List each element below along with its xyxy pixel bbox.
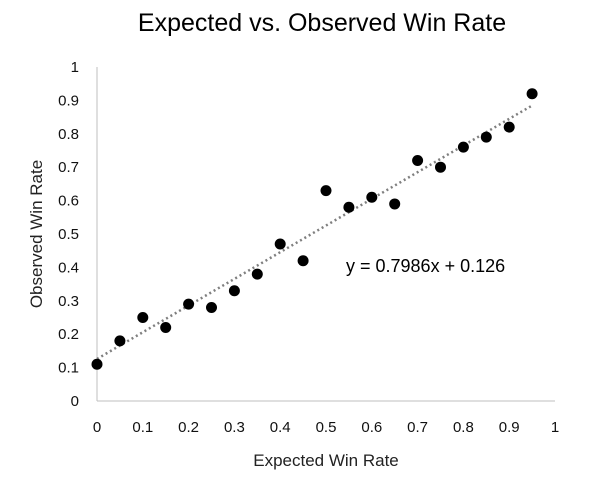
trendline (96, 104, 533, 360)
data-point (251, 268, 263, 280)
data-point (457, 141, 469, 153)
data-point (343, 201, 355, 213)
x-tick-label: 0.2 (178, 419, 199, 436)
data-point (274, 238, 286, 250)
data-points (91, 88, 538, 370)
y-axis-label: Observed Win Rate (27, 160, 46, 308)
data-point (228, 285, 240, 297)
x-tick-label: 0.6 (361, 419, 382, 436)
y-tick-label: 0.4 (58, 259, 79, 276)
data-point (114, 335, 126, 347)
y-tick-label: 0.3 (58, 293, 79, 310)
data-point (206, 301, 217, 313)
data-point (297, 255, 309, 267)
x-tick-label: 0.9 (499, 419, 520, 436)
x-tick-labels: 0 0.1 0.2 0.3 0.4 0.5 0.6 0.7 0.8 0.9 1 (93, 419, 559, 436)
data-point (366, 191, 378, 203)
data-point (183, 298, 195, 310)
data-point (137, 312, 149, 323)
y-tick-label: 0.1 (58, 360, 79, 377)
y-tick-label: 0.5 (58, 226, 79, 243)
y-tick-label: 0 (71, 393, 79, 410)
data-point (412, 155, 424, 167)
x-tick-label: 0.7 (407, 419, 428, 436)
trendline-equation: y = 0.7986x + 0.126 (346, 256, 505, 276)
x-tick-label: 1 (551, 419, 559, 436)
data-point (320, 185, 332, 197)
axes (96, 67, 555, 402)
x-tick-label: 0.8 (453, 419, 474, 436)
y-tick-label: 0.7 (58, 159, 79, 176)
data-point (160, 322, 172, 334)
y-tick-label: 0.2 (58, 326, 79, 343)
x-tick-label: 0.3 (224, 419, 245, 436)
y-tick-label: 1 (71, 59, 79, 76)
x-tick-label: 0.5 (316, 419, 337, 436)
y-tick-label: 0.9 (58, 92, 79, 109)
x-tick-label: 0.1 (132, 419, 153, 436)
x-tick-label: 0 (93, 419, 101, 436)
data-point (526, 88, 538, 100)
x-tick-label: 0.4 (270, 419, 291, 436)
data-point (503, 121, 515, 133)
y-tick-label: 0.6 (58, 193, 79, 210)
data-point (435, 161, 446, 173)
x-axis-label: Expected Win Rate (253, 451, 399, 470)
data-point (389, 198, 401, 210)
chart-title: Expected vs. Observed Win Rate (138, 9, 506, 37)
y-tick-labels: 0 0.1 0.2 0.3 0.4 0.5 0.6 0.7 0.8 0.9 1 (58, 59, 79, 410)
data-point (91, 358, 103, 370)
data-point (480, 131, 492, 143)
y-tick-label: 0.8 (58, 126, 79, 143)
